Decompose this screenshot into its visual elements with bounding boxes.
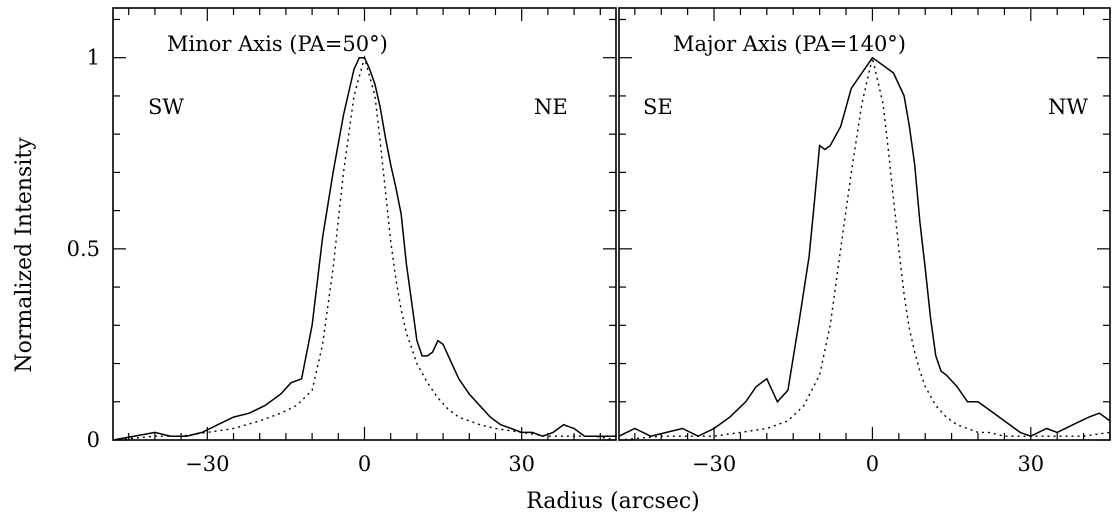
- x-tick-label: −30: [692, 452, 736, 476]
- x-axis-label: Radius (arcsec): [526, 489, 700, 514]
- x-tick-label: 30: [508, 452, 535, 476]
- plot-frame: [618, 7, 1111, 441]
- x-tick-label: −30: [185, 452, 229, 476]
- annotation-se: SE: [643, 95, 673, 119]
- panel-title: Minor Axis (PA=50°): [167, 32, 388, 56]
- x-tick-label: 0: [358, 452, 371, 476]
- x-tick-labels: −30 0 30: [692, 452, 1044, 476]
- y-tick-labels: 00.51: [67, 46, 100, 452]
- annotation-nw: NW: [1048, 95, 1088, 119]
- x-tick-label: 30: [1017, 452, 1044, 476]
- series-dotted-line: [112, 55, 617, 441]
- panel-title: Major Axis (PA=140°): [673, 32, 906, 56]
- tick-marks: [619, 8, 1111, 441]
- x-tick-labels: −30 0 30: [185, 452, 535, 476]
- annotation-sw: SW: [148, 95, 184, 119]
- series-solid-line: [618, 56, 1111, 438]
- y-tick-label: 0.5: [67, 237, 100, 261]
- series-solid-line: [112, 56, 616, 441]
- series-group: [618, 56, 1111, 441]
- y-axis-label: Normalized Intensity: [12, 137, 37, 373]
- x-tick-label: 0: [866, 452, 879, 476]
- panel-minor-axis: 00.51 −30 0 30 Minor Axis (PA=50°) SW NE: [67, 7, 617, 476]
- series-group: [112, 55, 617, 441]
- y-tick-label: 1: [87, 46, 100, 70]
- panel-major-axis: −30 0 30 Major Axis (PA=140°) SE NW: [618, 7, 1111, 476]
- series-dotted-line: [618, 57, 1111, 441]
- annotation-ne: NE: [534, 95, 568, 119]
- y-tick-label: 0: [87, 428, 100, 452]
- plot-frame: [112, 7, 617, 441]
- tick-marks: [113, 8, 616, 441]
